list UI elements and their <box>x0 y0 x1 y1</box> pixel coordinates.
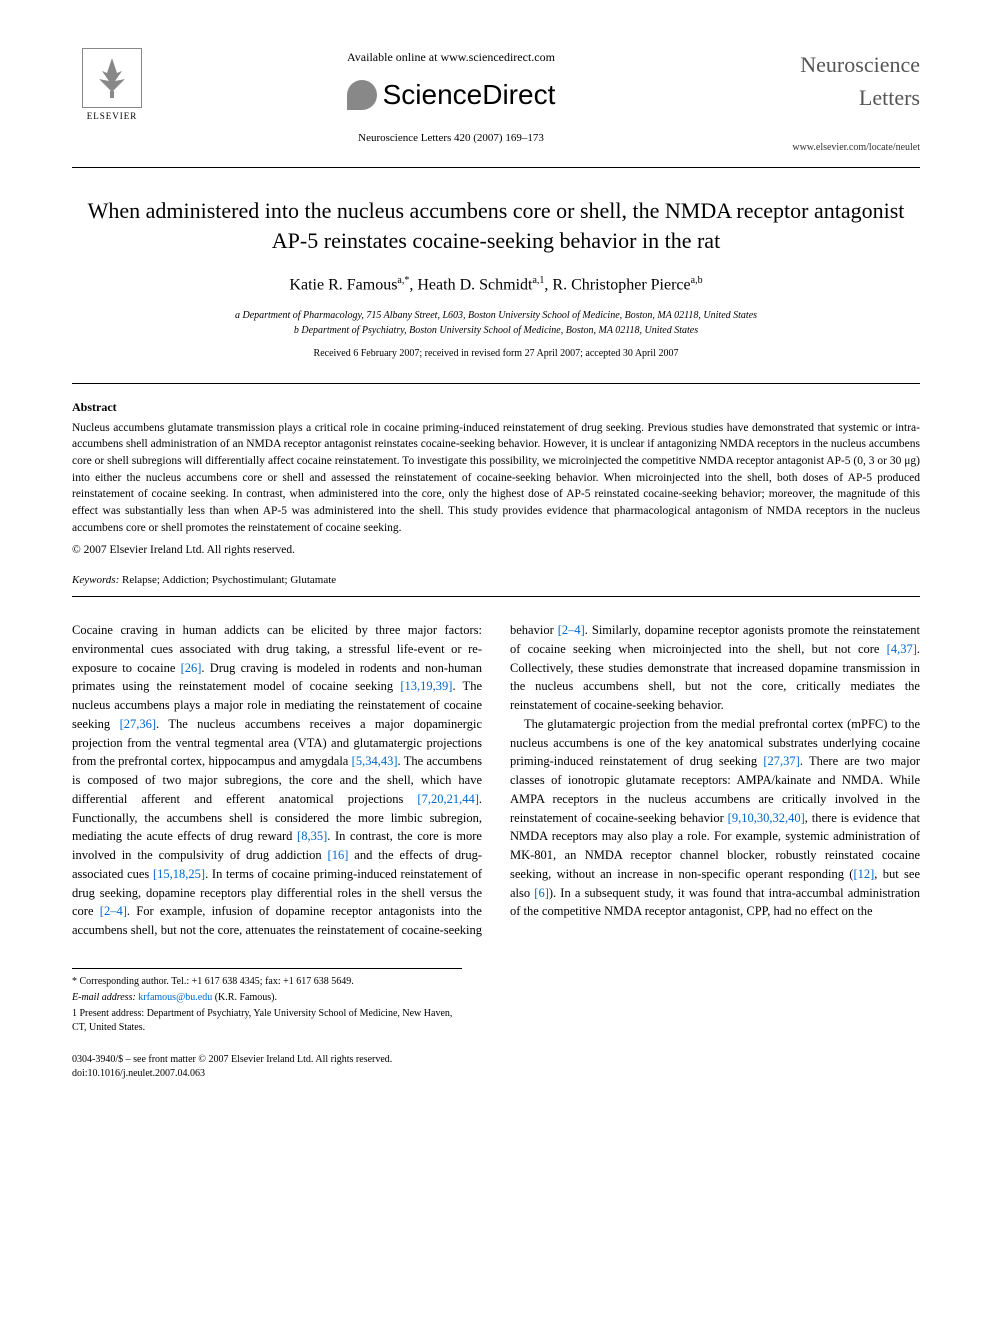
email-label: E-mail address: <box>72 992 136 1003</box>
corresponding-email-link[interactable]: krfamous@bu.edu <box>138 992 212 1003</box>
paper-title: When administered into the nucleus accum… <box>72 196 920 255</box>
body-text: Cocaine craving in human addicts can be … <box>72 621 920 940</box>
received-dates: Received 6 February 2007; received in re… <box>72 346 920 361</box>
email-person: (K.R. Famous). <box>215 992 277 1003</box>
footnotes: * Corresponding author. Tel.: +1 617 638… <box>72 968 462 1035</box>
author-marks: a,b <box>691 275 703 286</box>
sciencedirect-text: ScienceDirect <box>383 74 556 116</box>
keywords-list: Relapse; Addiction; Psychostimulant; Glu… <box>122 574 336 586</box>
sciencedirect-logo: ScienceDirect <box>152 74 750 116</box>
abstract-heading: Abstract <box>72 398 920 416</box>
available-online-text: Available online at www.sciencedirect.co… <box>152 48 750 66</box>
author: R. Christopher Pierce <box>552 277 690 294</box>
elsevier-tree-icon <box>82 48 142 108</box>
abstract-bottom-rule <box>72 596 920 597</box>
affiliation: b Department of Psychiatry, Boston Unive… <box>72 323 920 338</box>
author: Heath D. Schmidt <box>417 277 532 294</box>
affiliations: a Department of Pharmacology, 715 Albany… <box>72 308 920 338</box>
author-marks: a,* <box>397 275 409 286</box>
issn-line: 0304-3940/$ – see front matter © 2007 El… <box>72 1053 920 1067</box>
author: Katie R. Famous <box>289 277 397 294</box>
abstract-text: Nucleus accumbens glutamate transmission… <box>72 420 920 537</box>
corresponding-author-note: * Corresponding author. Tel.: +1 617 638… <box>72 975 462 989</box>
email-line: E-mail address: krfamous@bu.edu (K.R. Fa… <box>72 991 462 1005</box>
body-paragraph: The glutamatergic projection from the me… <box>510 715 920 921</box>
journal-title: Neuroscience Letters <box>750 48 920 114</box>
author-list: Katie R. Famousa,*, Heath D. Schmidta,1,… <box>72 273 920 297</box>
affiliation: a Department of Pharmacology, 715 Albany… <box>72 308 920 323</box>
sciencedirect-mark-icon <box>347 80 377 110</box>
abstract-copyright: © 2007 Elsevier Ireland Ltd. All rights … <box>72 542 920 559</box>
journal-url[interactable]: www.elsevier.com/locate/neulet <box>750 140 920 155</box>
header-rule <box>72 167 920 168</box>
journal-reference: Neuroscience Letters 420 (2007) 169–173 <box>152 130 750 147</box>
bottom-meta: 0304-3940/$ – see front matter © 2007 El… <box>72 1053 920 1081</box>
keywords-label: Keywords: <box>72 574 119 586</box>
header-right: Neuroscience Letters www.elsevier.com/lo… <box>750 48 920 155</box>
publisher-logo: ELSEVIER <box>72 48 152 124</box>
header-center: Available online at www.sciencedirect.co… <box>152 48 750 147</box>
abstract-top-rule <box>72 383 920 384</box>
present-address-note: 1 Present address: Department of Psychia… <box>72 1007 462 1035</box>
page-header: ELSEVIER Available online at www.science… <box>72 48 920 155</box>
author-marks: a,1 <box>532 275 544 286</box>
doi-line: doi:10.1016/j.neulet.2007.04.063 <box>72 1067 920 1081</box>
keywords: Keywords: Relapse; Addiction; Psychostim… <box>72 572 920 589</box>
publisher-name: ELSEVIER <box>87 110 138 124</box>
